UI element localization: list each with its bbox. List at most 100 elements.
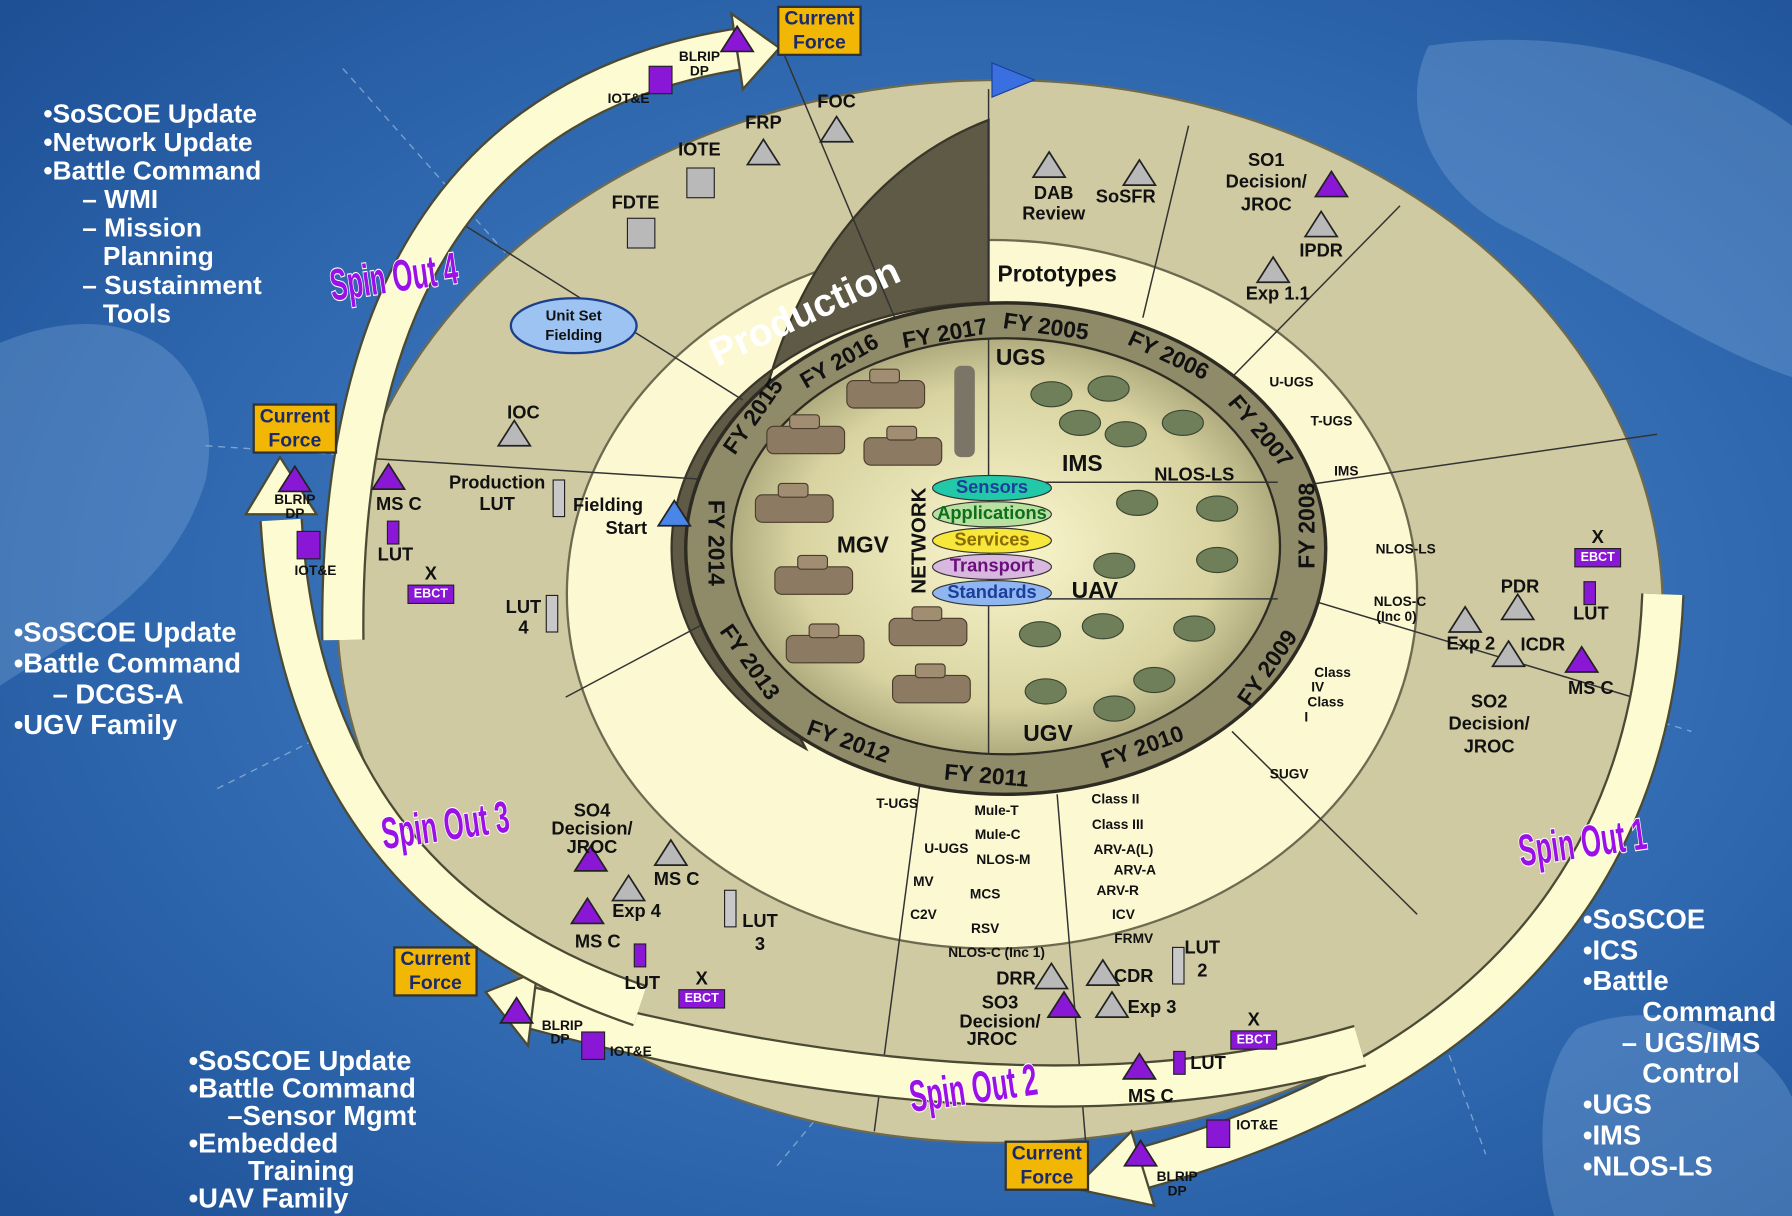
milestone-label: LUT — [506, 596, 542, 617]
milestone-label: BLRIP — [1157, 1169, 1198, 1184]
vehicle-turret — [870, 369, 900, 383]
spin-out-diagram: ProductionPrototypesFY 2005FY 2006FY 200… — [0, 0, 1792, 1216]
milestone-label: ARV-A — [1114, 862, 1156, 877]
lut-bar — [546, 595, 557, 632]
milestone-label: RSV — [971, 921, 1000, 936]
vehicle-turret — [790, 415, 820, 429]
milestone-label: FRP — [745, 111, 782, 132]
lut-bar — [1173, 947, 1184, 984]
system-label: IMS — [1062, 450, 1103, 476]
milestone-label: IOT&E — [1236, 1117, 1278, 1132]
milestone-label: IOT&E — [610, 1044, 652, 1059]
milestone-label: SO3 — [982, 991, 1019, 1012]
side-note: – Sustainment — [82, 270, 262, 300]
milestone-label: Unit Set — [546, 308, 602, 324]
system — [1134, 667, 1175, 692]
current-force-label: Force — [1020, 1166, 1073, 1188]
milestone-label: Start — [605, 517, 647, 538]
milestone-label: Fielding — [545, 328, 602, 344]
milestone-label: PDR — [1501, 575, 1540, 596]
vehicle — [889, 618, 967, 645]
milestone-label: IMS — [1334, 464, 1358, 479]
side-note: •UAV Family — [189, 1182, 350, 1213]
milestone-label: Mule-T — [974, 803, 1019, 818]
current-force-label: Current — [1012, 1142, 1083, 1164]
milestone-label: MS C — [1128, 1085, 1174, 1106]
system — [1174, 616, 1215, 641]
milestone-label: FOC — [817, 91, 856, 112]
side-note: – DCGS-A — [53, 678, 184, 709]
milestone-label: NLOS-C — [1374, 594, 1427, 609]
soldier — [954, 366, 975, 457]
vehicle — [786, 635, 864, 662]
milestone-label: Exp 2 — [1446, 632, 1495, 653]
side-note: •UGV Family — [14, 709, 178, 740]
system — [1019, 622, 1060, 647]
milestone-label: ARV-A(L) — [1093, 842, 1153, 857]
vehicle-turret — [915, 664, 945, 678]
system-label: UAV — [1072, 577, 1119, 603]
side-note: Planning — [103, 241, 214, 271]
system — [1094, 553, 1135, 578]
milestone-label: Class — [1314, 665, 1351, 680]
milestone-label: DP — [690, 64, 709, 79]
ebct-mark: X — [696, 967, 709, 988]
iote-square — [297, 531, 320, 558]
milestone-label: Exp 4 — [612, 900, 662, 921]
milestone-label: C2V — [910, 907, 938, 922]
side-note: •SoSCOE Update — [14, 617, 237, 648]
vehicle-turret — [912, 607, 942, 621]
system-label: NLOS-LS — [1154, 463, 1234, 484]
milestone-label: DP — [1168, 1184, 1187, 1199]
milestone-label: DRR — [996, 967, 1036, 988]
milestone-label: JROC — [967, 1028, 1018, 1049]
current-force-label: Current — [400, 948, 471, 970]
lut-marker — [634, 944, 645, 967]
milestone-label: LUT — [1185, 936, 1221, 957]
milestone-label: SO1 — [1248, 149, 1285, 170]
current-force-label: Current — [260, 405, 331, 427]
milestone-label: LUT — [479, 493, 515, 514]
milestone-label: IOC — [507, 402, 539, 423]
milestone-label: SUGV — [1270, 766, 1310, 781]
network-layer-label: Standards — [947, 581, 1036, 602]
system — [1059, 410, 1100, 435]
milestone-label: IV — [1311, 680, 1325, 695]
vehicle-turret — [887, 426, 917, 440]
system — [1117, 490, 1158, 515]
side-note: •NLOS-LS — [1583, 1150, 1713, 1181]
system — [1088, 376, 1129, 401]
vehicle-turret — [798, 555, 828, 569]
vehicle — [767, 426, 845, 453]
lut-marker — [387, 521, 398, 544]
milestone-label: Review — [1022, 203, 1086, 224]
vehicle — [893, 675, 971, 702]
milestone-label: ARV-R — [1097, 883, 1139, 898]
milestone-label: SO2 — [1471, 691, 1508, 712]
milestone-label: Class III — [1092, 817, 1144, 832]
test-square — [627, 218, 654, 248]
current-force-label: Force — [793, 32, 846, 54]
ebct-mark: X — [425, 563, 438, 584]
milestone-label: I — [1304, 709, 1308, 724]
milestone-label: MS C — [376, 493, 422, 514]
iote-square — [649, 66, 672, 93]
vehicle — [775, 567, 853, 594]
test-square — [687, 168, 714, 198]
system — [1082, 614, 1123, 639]
milestone-label: Mule-C — [975, 827, 1021, 842]
ebct-label: EBCT — [685, 991, 720, 1005]
milestone-label: U-UGS — [1269, 374, 1313, 389]
system-label: UGV — [1023, 720, 1073, 746]
side-note: – WMI — [82, 184, 158, 214]
network-layer-label: Services — [954, 528, 1029, 549]
side-note: Control — [1642, 1058, 1739, 1089]
milestone-label: LUT — [378, 543, 414, 564]
milestone-label: 3 — [755, 933, 765, 954]
milestone-label: T-UGS — [876, 796, 918, 811]
milestone-label: CDR — [1114, 965, 1154, 986]
milestone-label: LUT — [1190, 1052, 1226, 1073]
milestone-label: Decision/ — [1226, 171, 1307, 192]
milestone-label: Production — [449, 471, 545, 492]
milestone-label: IOT&E — [608, 91, 650, 106]
